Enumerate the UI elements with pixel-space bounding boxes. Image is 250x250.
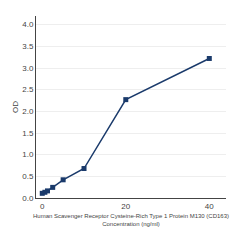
- svg-text:2.5: 2.5: [22, 85, 34, 94]
- svg-text:4.0: 4.0: [22, 20, 34, 29]
- svg-text:3.5: 3.5: [22, 42, 34, 51]
- svg-text:2.0: 2.0: [22, 107, 34, 116]
- svg-text:3.0: 3.0: [22, 64, 34, 73]
- svg-text:Human Scavenger Receptor Cyste: Human Scavenger Receptor Cysteine-Rich T…: [33, 213, 229, 227]
- svg-text:0.0: 0.0: [22, 194, 34, 203]
- svg-text:1.5: 1.5: [22, 129, 34, 138]
- svg-text:40: 40: [205, 202, 214, 211]
- svg-text:0.5: 0.5: [22, 172, 34, 181]
- svg-text:1.0: 1.0: [22, 150, 34, 159]
- svg-text:20: 20: [121, 202, 130, 211]
- svg-text:OD: OD: [11, 101, 20, 113]
- svg-text:0: 0: [40, 202, 45, 211]
